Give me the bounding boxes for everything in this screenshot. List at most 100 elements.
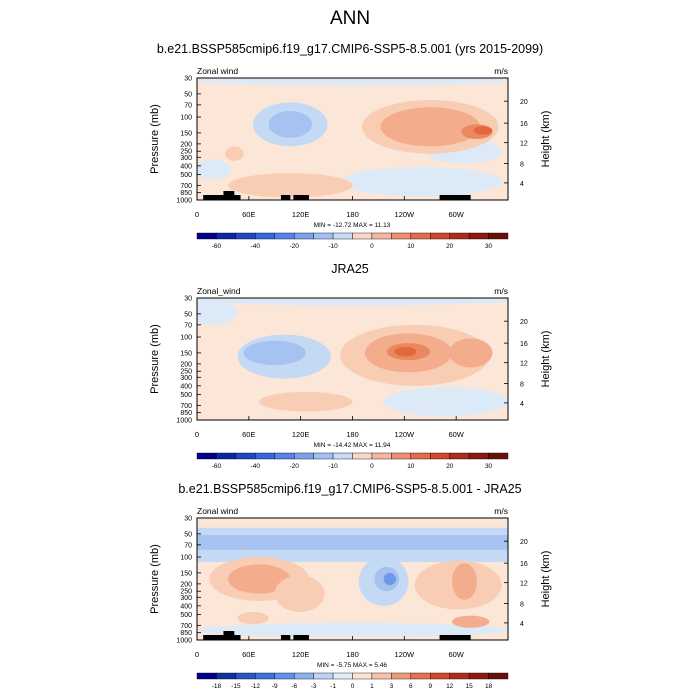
y2-tick-label: 8 <box>520 161 524 168</box>
colorbar-box <box>371 672 392 680</box>
y-axis-title: Pressure (mb) <box>149 544 161 614</box>
y-tick-label: 1000 <box>176 418 192 425</box>
contour-region <box>243 340 306 366</box>
colorbar-box <box>196 672 217 680</box>
colorbar-box <box>293 452 314 460</box>
y2-tick-label: 16 <box>520 341 528 348</box>
y-tick-label: 300 <box>180 375 192 382</box>
colorbar-box <box>449 452 470 460</box>
colorbar-box <box>391 452 412 460</box>
colorbar-box <box>332 452 353 460</box>
colorbar-box <box>430 232 450 240</box>
colorbar-box <box>430 672 450 680</box>
y-tick-label: 1000 <box>176 198 192 205</box>
colorbar-box <box>274 672 295 680</box>
panel-3-title: b.e21.BSSP585cmip6.f19_g17.CMIP6-SSP5-8.… <box>178 482 522 496</box>
colorbar-box <box>449 672 470 680</box>
right-string: m/s <box>494 506 508 516</box>
contour-region <box>383 572 397 586</box>
right-string: m/s <box>494 66 508 76</box>
contour-region <box>228 564 291 594</box>
y-tick-label: 100 <box>180 335 192 342</box>
contour-region <box>237 611 269 625</box>
y-tick-label: 150 <box>180 130 192 137</box>
colorbar-box <box>274 232 295 240</box>
topography-mask <box>203 195 235 200</box>
colorbar-box <box>274 452 295 460</box>
colorbar-label: 0 <box>370 463 374 470</box>
y-tick-label: 1000 <box>176 638 192 645</box>
y2-tick-label: 4 <box>520 401 524 408</box>
colorbar-box <box>410 452 431 460</box>
colorbar-box <box>468 452 489 460</box>
y2-tick-label: 12 <box>520 141 528 148</box>
min-max-stats: MIN = -5.75 MAX = 5.46 <box>317 662 387 669</box>
y-tick-label: 200 <box>180 141 192 148</box>
colorbar-label: 20 <box>446 243 454 250</box>
contour-region <box>383 387 508 417</box>
x-tick-label: 0 <box>195 650 199 659</box>
contour-region <box>224 146 244 161</box>
topography-mask <box>280 195 291 200</box>
colorbar-label: -60 <box>212 463 222 470</box>
contour-region <box>380 107 481 147</box>
contour-region <box>394 346 417 357</box>
panel-1-title: b.e21.BSSP585cmip6.f19_g17.CMIP6-SSP5-8.… <box>156 42 544 56</box>
colorbar-label: -1 <box>330 683 336 690</box>
y-tick-label: 100 <box>180 115 192 122</box>
contour-region <box>197 535 508 550</box>
colorbar-box <box>313 232 334 240</box>
topography-mask <box>221 195 241 200</box>
contour-region <box>452 615 490 628</box>
colorbar-box <box>255 232 275 240</box>
x-tick-label: 120E <box>292 430 310 439</box>
y-tick-label: 70 <box>184 322 192 329</box>
x-tick-label: 60E <box>242 650 255 659</box>
colorbar-label: -15 <box>231 683 241 690</box>
colorbar-box <box>488 232 509 240</box>
colorbar-box <box>255 672 275 680</box>
y-tick-label: 50 <box>184 91 192 98</box>
colorbar-box <box>468 232 489 240</box>
y-tick-label: 150 <box>180 570 192 577</box>
colorbar-box <box>235 232 256 240</box>
x-tick-label: 60E <box>242 210 255 219</box>
y-tick-label: 30 <box>184 76 192 83</box>
min-max-stats: MIN = -14.42 MAX = 11.94 <box>314 442 391 449</box>
x-tick-label: 60W <box>448 430 464 439</box>
colorbar-label: 20 <box>446 463 454 470</box>
topography-mask <box>439 635 471 640</box>
colorbar-box <box>216 672 237 680</box>
main-title: ANN <box>329 8 371 29</box>
y-tick-label: 500 <box>180 612 192 619</box>
y-tick-label: 250 <box>180 149 192 156</box>
colorbar-box <box>352 232 373 240</box>
contour-fill <box>197 518 508 640</box>
right-string: m/s <box>494 286 508 296</box>
y-tick-label: 700 <box>180 403 192 410</box>
topography-mask <box>439 195 471 200</box>
colorbar-box <box>216 452 237 460</box>
y-tick-label: 70 <box>184 102 192 109</box>
contour-region <box>197 78 508 86</box>
contour-region <box>448 338 493 368</box>
contour-region <box>259 391 353 412</box>
left-string: Zonal wind <box>197 66 238 76</box>
y-tick-label: 400 <box>180 163 192 170</box>
y-tick-label: 50 <box>184 311 192 318</box>
colorbar-label: 10 <box>407 243 415 250</box>
y-tick-label: 100 <box>180 555 192 562</box>
colorbar-label: 1 <box>370 683 374 690</box>
colorbar-box <box>313 452 334 460</box>
topography-mask <box>293 635 309 640</box>
x-tick-label: 120E <box>292 650 310 659</box>
contour-region <box>274 575 325 612</box>
y-tick-label: 250 <box>180 369 192 376</box>
x-tick-label: 120W <box>395 210 416 219</box>
panel-3: Zonal wind m/s305070100150200250300400500… <box>149 506 552 690</box>
y-tick-label: 400 <box>180 603 192 610</box>
y2-tick-label: 12 <box>520 361 528 368</box>
colorbar-label: 15 <box>466 683 474 690</box>
x-tick-label: 180 <box>346 430 359 439</box>
x-tick-label: 120W <box>395 650 416 659</box>
